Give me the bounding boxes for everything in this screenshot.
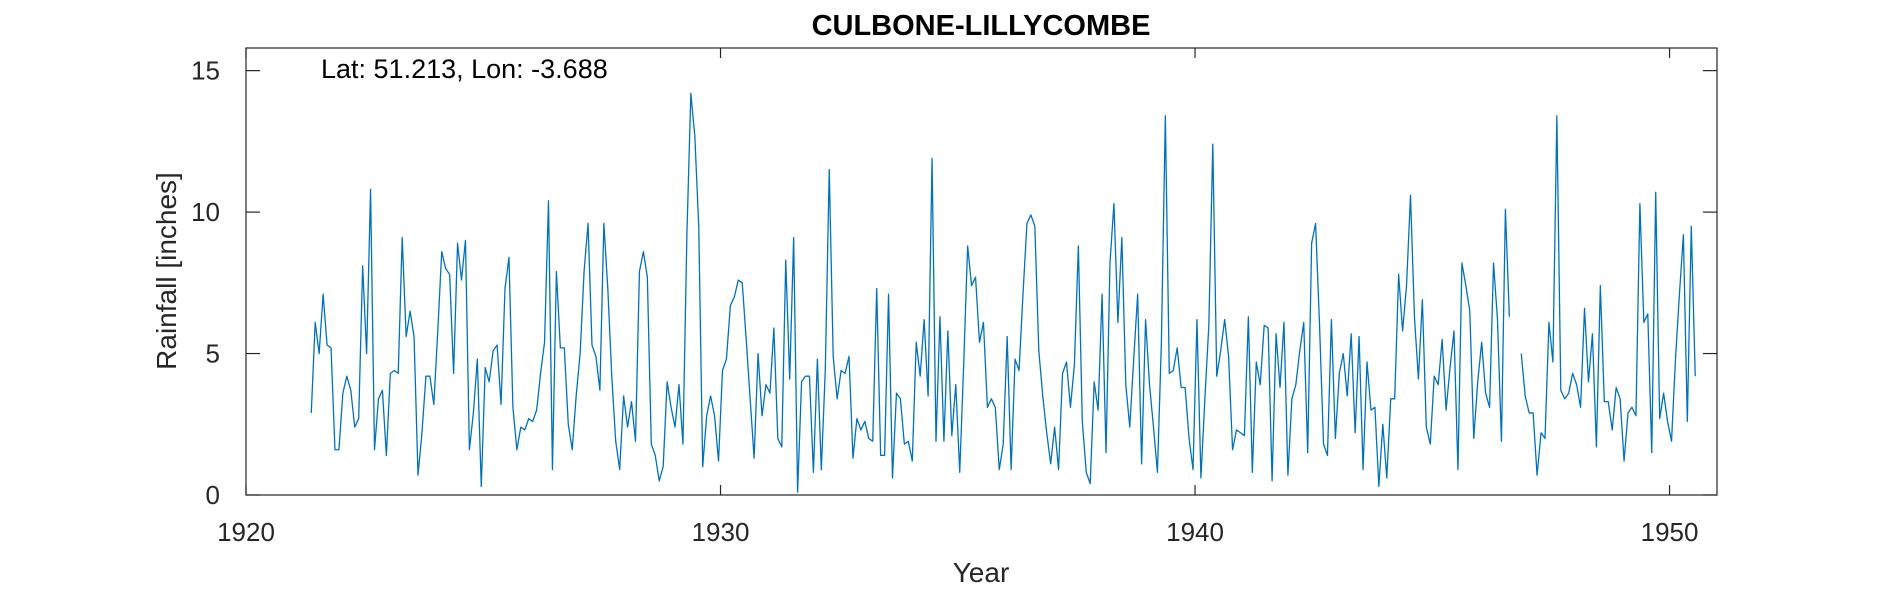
y-axis-label: Rainfall [inches] [151,172,182,370]
x-axis-label: Year [953,557,1010,588]
y-tick-label: 15 [191,56,220,86]
series-group [310,92,1696,493]
y-tick-label: 5 [206,339,220,369]
y-tick-label: 0 [206,480,220,510]
y-axis: 0 5 10 15 [191,56,1717,510]
location-annotation: Lat: 51.213, Lon: -3.688 [321,54,608,84]
x-tick-label: 1940 [1166,517,1224,547]
plot-area [245,47,1718,496]
x-tick-label: 1920 [217,517,275,547]
x-tick-label: 1930 [692,517,750,547]
rainfall-series-line [310,92,1510,493]
chart-title: CULBONE-LILLYCOMBE [812,10,1151,42]
x-tick-label: 1950 [1641,517,1699,547]
x-axis: 1920 1930 1940 1950 [217,48,1698,547]
y-tick-label: 10 [191,197,220,227]
rainfall-series-line [1520,115,1696,476]
